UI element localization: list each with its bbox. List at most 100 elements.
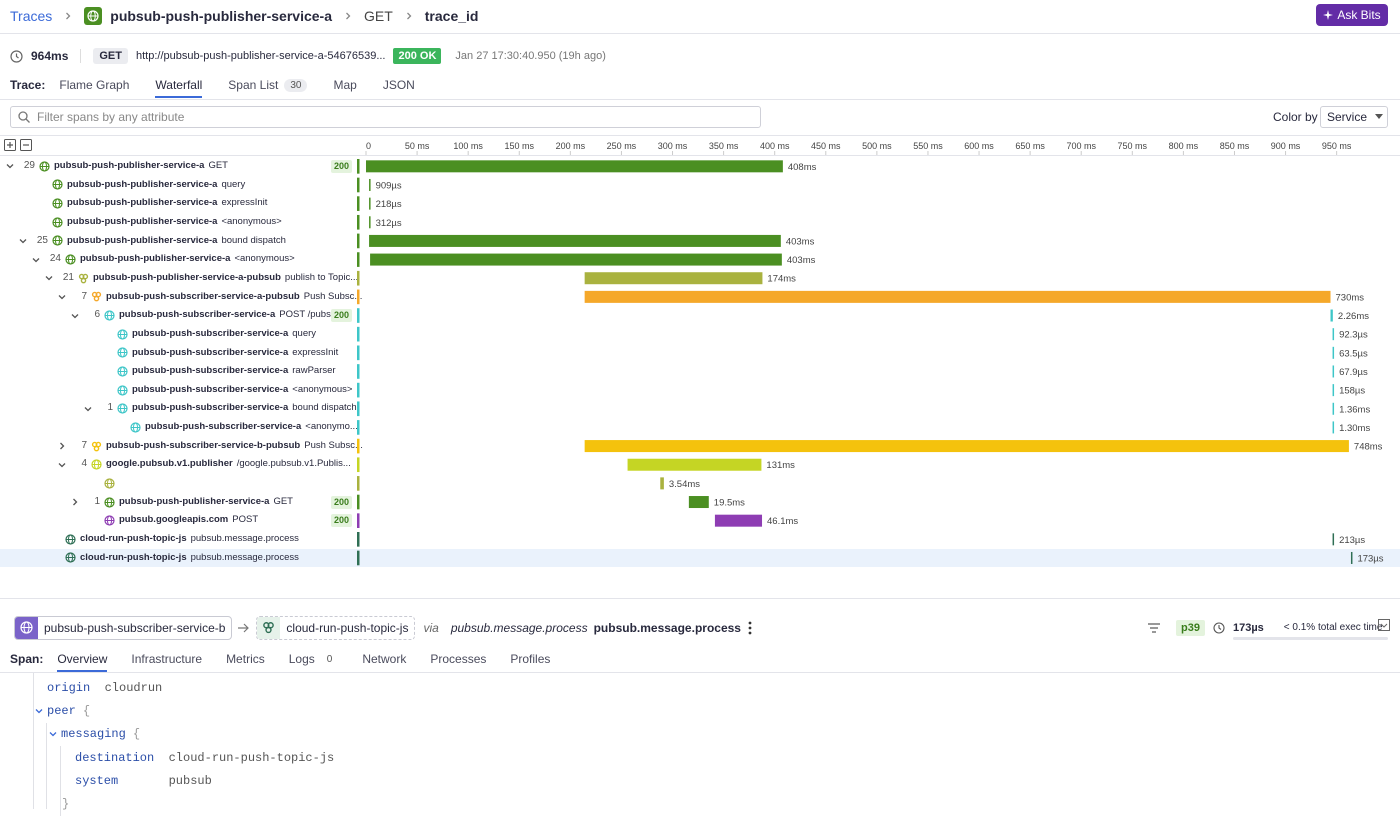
trace-tab[interactable]: Span List 30	[228, 72, 308, 98]
breadcrumb-item[interactable]: pubsub-push-publisher-service-a	[110, 8, 332, 24]
tab-label: Flame Graph	[59, 78, 130, 92]
icon-part	[6, 164, 14, 169]
trace-tab[interactable]: Waterfall	[155, 72, 202, 98]
span-label: pubsub-push-subscriber-service-a POST /pu…	[119, 306, 339, 325]
resource-name: GET	[273, 495, 293, 507]
brace: }	[62, 797, 70, 811]
span-label: pubsub-push-publisher-service-a-pubsub pu…	[93, 269, 358, 288]
span-row[interactable]: 7 pubsub-push-subscriber-service-b-pubsub…	[0, 437, 1400, 456]
breadcrumb-item[interactable]: GET	[363, 8, 393, 24]
service-pill[interactable]: cloud-run-push-topic-js	[256, 615, 416, 640]
breadcrumb-item[interactable]: Traces	[10, 8, 53, 24]
span-row[interactable]: pubsub-push-publisher-service-a <anonymou…	[0, 213, 1400, 232]
color-by-select[interactable]: Service	[1320, 106, 1388, 128]
span-row[interactable]: 6 pubsub-push-subscriber-service-a POST /p…	[0, 306, 1400, 325]
breadcrumb-item[interactable]: trace_id	[424, 8, 479, 24]
via-label: via	[423, 620, 439, 635]
tab-label: Profiles	[510, 652, 551, 666]
span-row[interactable]	[0, 474, 1400, 493]
service-name: cloud-run-push-topic-js	[80, 533, 187, 544]
span-row[interactable]: pubsub.googleapis.com POST 200	[0, 511, 1400, 530]
service-name: pubsub-push-publisher-service-a	[67, 178, 218, 190]
span-label: pubsub-push-subscriber-service-a bound di…	[132, 399, 357, 418]
span-tab[interactable]: Profiles	[510, 646, 550, 672]
trace-tab[interactable]: JSON	[383, 72, 415, 98]
resource-name: Push Subsc...	[303, 290, 363, 302]
icon-part	[748, 631, 752, 634]
chevron	[35, 709, 43, 714]
span-tab[interactable]: Metrics	[226, 646, 265, 672]
span-row[interactable]: pubsub-push-publisher-service-a query	[0, 176, 1400, 195]
span-row[interactable]: pubsub-push-subscriber-service-a query	[0, 325, 1400, 344]
span-tab[interactable]: Overview	[57, 646, 108, 672]
span-row[interactable]: 1 pubsub-push-subscriber-service-a bound d…	[0, 399, 1400, 418]
filter-input[interactable]: Filter spans by any attribute	[10, 106, 761, 128]
color-by-label: Color by	[1273, 110, 1318, 124]
resource-name: pubsub.message.process	[190, 533, 299, 544]
span-row[interactable]: 25 pubsub-push-publisher-service-a bound d…	[0, 232, 1400, 251]
expand-toggle[interactable]	[20, 139, 32, 151]
service-name: pubsub-push-publisher-service-a	[67, 197, 218, 209]
icon-part	[18, 111, 28, 121]
span-label: pubsub-push-subscriber-service-a rawParse…	[132, 362, 336, 381]
span-tab[interactable]: Logs 0	[289, 646, 339, 672]
trace-tab[interactable]: Map	[333, 72, 356, 98]
service-name: pubsub-push-publisher-service-a	[67, 215, 218, 227]
collapse-panel[interactable]	[1378, 619, 1390, 631]
chevron	[32, 257, 40, 262]
span-row[interactable]: 7 pubsub-push-subscriber-service-a-pubsub…	[0, 288, 1400, 307]
queue-icon	[78, 273, 89, 284]
globe-icon	[117, 403, 128, 414]
tab-count: 0	[326, 653, 333, 665]
span-row[interactable]: cloud-run-push-topic-js pubsub.message.pr…	[0, 548, 1400, 568]
status-badge: 200	[331, 495, 353, 509]
icon-part	[265, 626, 273, 634]
resource-name: publish to Topic...	[284, 271, 359, 283]
service-pill[interactable]: pubsub-push-subscriber-service-b	[14, 615, 233, 640]
span-tab[interactable]: Processes	[430, 646, 486, 672]
span-label: pubsub-push-publisher-service-a <anonymou…	[67, 213, 282, 232]
resource-name: <anonymo...	[305, 421, 358, 433]
span-row[interactable]: cloud-run-push-topic-js pubsub.message.pr…	[0, 530, 1400, 549]
tick-label: 500 ms	[862, 141, 892, 151]
expand-toggle[interactable]	[4, 139, 16, 151]
globe-icon	[65, 552, 76, 564]
span-tab[interactable]: Network	[362, 646, 406, 672]
resource-name: /google.pubsub.v1.Publis...	[236, 458, 351, 470]
span-row[interactable]: 1 pubsub-push-publisher-service-a GET 200	[0, 493, 1400, 512]
trace-tab[interactable]: Flame Graph	[59, 72, 129, 98]
more-menu[interactable]	[747, 621, 753, 635]
tab-label: Infrastructure	[131, 652, 203, 666]
service-name: pubsub-push-subscriber-service-a-pubsub	[106, 290, 300, 302]
attribute-group[interactable]: messaging {	[48, 723, 140, 746]
attribute-key: messaging	[61, 727, 126, 742]
resource-name: pubsub.message.process	[190, 551, 299, 563]
filter-icon	[1148, 622, 1160, 633]
child-count: 7	[81, 290, 87, 302]
chevron	[19, 238, 27, 244]
span-row[interactable]: pubsub-push-publisher-service-a expressIn…	[0, 194, 1400, 213]
span-row[interactable]: pubsub-push-subscriber-service-a <anonymo…	[0, 418, 1400, 437]
divider	[0, 672, 1400, 673]
span-tab[interactable]: Infrastructure	[131, 646, 202, 672]
span-row[interactable]: pubsub-push-subscriber-service-a rawParse…	[0, 362, 1400, 381]
span-row[interactable]: 29 pubsub-push-publisher-service-a GET 200	[0, 157, 1400, 176]
tab-label: Overview	[57, 652, 108, 666]
pill-icon	[257, 616, 281, 639]
span-row[interactable]: pubsub-push-subscriber-service-a <anonymo…	[0, 381, 1400, 400]
span-row[interactable]: 24 pubsub-push-publisher-service-a <anonym…	[0, 250, 1400, 269]
service-name: pubsub-push-subscriber-service-a	[132, 383, 289, 395]
icon-part	[58, 294, 66, 300]
icon-part	[1213, 621, 1225, 634]
icon-part	[1323, 10, 1334, 20]
span-row[interactable]: 4 google.pubsub.v1.publisher/google.pubsu…	[0, 455, 1400, 474]
span-row[interactable]: pubsub-push-subscriber-service-a expressI…	[0, 344, 1400, 363]
attribute-group[interactable]: peer {	[34, 699, 90, 722]
resource-name: <anonymous>	[292, 383, 353, 395]
globe-icon	[39, 161, 50, 172]
icon-part	[58, 462, 66, 468]
span-row[interactable]: 21 pubsub-push-publisher-service-a-pubsub…	[0, 269, 1400, 288]
span-label: pubsub-push-subscriber-service-a query	[132, 325, 316, 344]
ask-button[interactable]: Ask Bits	[1316, 4, 1388, 26]
